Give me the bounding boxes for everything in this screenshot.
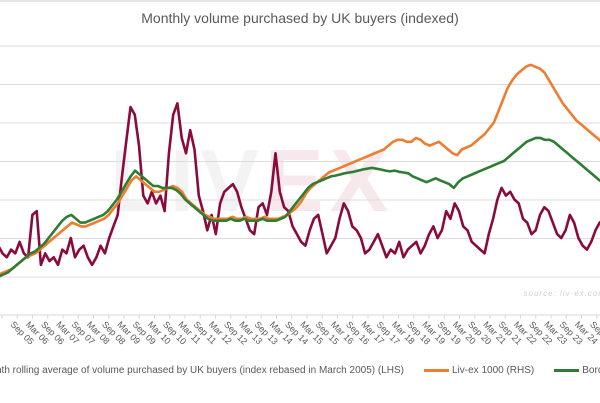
top-border xyxy=(0,0,600,2)
legend-item-bordeaux: Bordeaux xyxy=(554,365,600,376)
chart-title: Monthly volume purchased by UK buyers (i… xyxy=(141,10,459,26)
legend-item-livex1000: Liv-ex 1000 (RHS) xyxy=(424,365,534,376)
legend-label: Bordeaux xyxy=(582,365,600,376)
legend: …nth rolling average of volume purchased… xyxy=(0,365,600,376)
series-line-bordeaux xyxy=(0,136,600,278)
legend-label: Liv-ex 1000 (RHS) xyxy=(452,365,535,376)
legend-item-uk-volume: …nth rolling average of volume purchased… xyxy=(0,365,404,376)
series-line-liv-ex-1000-rhs xyxy=(0,63,600,276)
series-lines xyxy=(0,63,600,278)
source-note: source: liv-ex.com xyxy=(523,289,600,298)
series-line-nth-rolling-average-of-volume-purchased-by-uk-buyers-index-rebased-in-march-2005-lhs xyxy=(0,102,600,267)
legend-label: …nth rolling average of volume purchased… xyxy=(0,365,404,376)
legend-swatch xyxy=(554,369,580,372)
legend-swatch xyxy=(424,369,449,372)
